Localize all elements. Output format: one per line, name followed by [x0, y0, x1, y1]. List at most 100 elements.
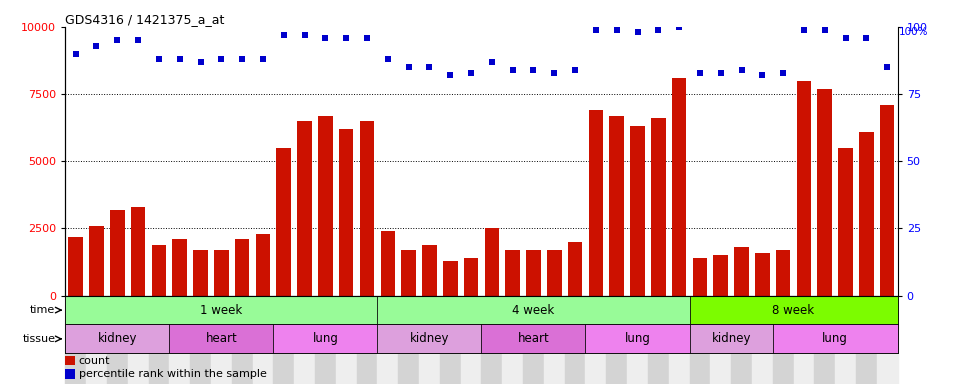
Bar [461, 296, 482, 384]
Point [214, 56, 229, 62]
Bar [152, 245, 166, 296]
Text: kidney: kidney [711, 333, 751, 345]
Point [505, 67, 520, 73]
Bar [377, 296, 398, 384]
Point [255, 56, 271, 62]
Bar [713, 255, 728, 296]
Point [546, 70, 562, 76]
Bar [773, 296, 794, 384]
Point [464, 70, 479, 76]
Point [152, 56, 167, 62]
Bar [669, 296, 689, 384]
Bar [294, 296, 315, 384]
Point [713, 70, 729, 76]
Bar [276, 148, 291, 296]
Point [68, 51, 84, 57]
Point [484, 59, 499, 65]
Bar [651, 118, 665, 296]
Bar [255, 234, 270, 296]
Bar [339, 129, 353, 296]
Text: tissue: tissue [22, 334, 56, 344]
Bar [547, 250, 562, 296]
Bar [356, 296, 377, 384]
Text: heart: heart [205, 333, 237, 345]
Text: time: time [30, 305, 56, 315]
Point [733, 67, 749, 73]
Text: heart: heart [517, 333, 549, 345]
Bar [838, 148, 852, 296]
Point [526, 67, 541, 73]
FancyBboxPatch shape [773, 324, 898, 353]
Bar [65, 356, 75, 366]
Bar [65, 369, 75, 379]
Point [630, 29, 645, 35]
Point [651, 26, 666, 33]
Bar [756, 253, 770, 296]
Bar [693, 258, 708, 296]
Point [879, 64, 895, 70]
Bar [131, 207, 145, 296]
Bar [110, 210, 125, 296]
Point [401, 64, 417, 70]
Bar [734, 247, 749, 296]
Bar [380, 231, 396, 296]
FancyBboxPatch shape [689, 324, 773, 353]
Bar [318, 116, 333, 296]
Bar [648, 296, 669, 384]
Text: GDS4316 / 1421375_a_at: GDS4316 / 1421375_a_at [65, 13, 225, 26]
Bar [65, 296, 86, 384]
Bar [672, 78, 686, 296]
Point [421, 64, 437, 70]
Point [131, 37, 146, 43]
Bar [173, 239, 187, 296]
Point [359, 35, 374, 41]
Bar [586, 296, 607, 384]
Point [276, 32, 292, 38]
Point [776, 70, 791, 76]
Bar [190, 296, 211, 384]
Bar [880, 105, 895, 296]
Point [109, 37, 125, 43]
FancyBboxPatch shape [586, 324, 689, 353]
Bar [630, 126, 645, 296]
Text: 1 week: 1 week [201, 304, 243, 316]
Point [89, 43, 105, 49]
Text: lung: lung [312, 333, 338, 345]
Bar [567, 242, 583, 296]
FancyBboxPatch shape [377, 296, 689, 324]
Bar [443, 261, 458, 296]
FancyBboxPatch shape [689, 296, 898, 324]
Bar [107, 296, 128, 384]
Bar [859, 132, 874, 296]
Bar [464, 258, 478, 296]
Bar [89, 226, 104, 296]
Bar [86, 296, 107, 384]
Bar [482, 296, 502, 384]
Point [443, 72, 458, 78]
Bar [797, 81, 811, 296]
Bar [627, 296, 648, 384]
FancyBboxPatch shape [482, 324, 586, 353]
Bar [128, 296, 149, 384]
Text: lung: lung [822, 333, 848, 345]
Bar [588, 110, 603, 296]
Bar [235, 239, 250, 296]
Point [380, 56, 396, 62]
Bar [401, 250, 416, 296]
Bar [835, 296, 856, 384]
Bar [544, 296, 564, 384]
Bar [732, 296, 752, 384]
Bar [505, 250, 520, 296]
FancyBboxPatch shape [274, 324, 377, 353]
FancyBboxPatch shape [65, 296, 377, 324]
Bar [814, 296, 835, 384]
FancyBboxPatch shape [169, 324, 274, 353]
Bar [211, 296, 231, 384]
Point [297, 32, 312, 38]
Point [609, 26, 624, 33]
Bar [526, 250, 540, 296]
Point [193, 59, 208, 65]
Bar [564, 296, 586, 384]
Bar [360, 121, 374, 296]
Bar [440, 296, 461, 384]
